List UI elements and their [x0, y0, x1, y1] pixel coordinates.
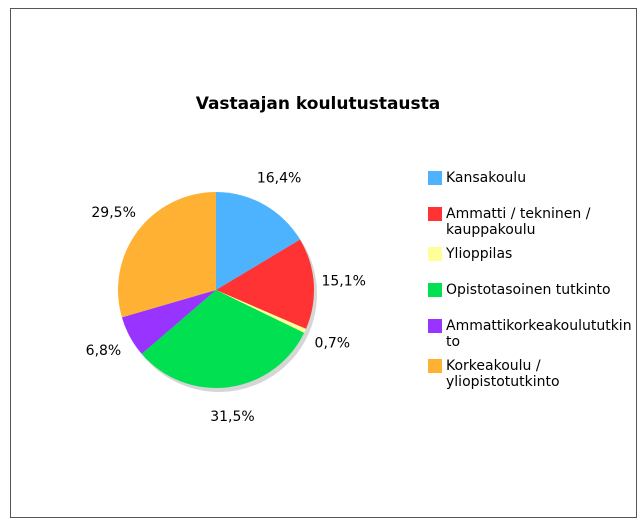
pie-slice [216, 290, 306, 333]
data-label: 29,5% [91, 205, 135, 221]
legend: Kansakoulu Ammatti / tekninen / kauppakou… [428, 170, 638, 398]
legend-swatch [428, 319, 442, 333]
legend-label: Opistotasoinen tutkinto [446, 282, 611, 298]
legend-item: Ammatti / tekninen / kauppakoulu [428, 206, 638, 238]
pie-slice [216, 239, 314, 329]
legend-swatch [428, 207, 442, 221]
legend-label: Ammattikorkeakoulututkinto [446, 318, 632, 350]
legend-label: Kansakoulu [446, 170, 527, 186]
legend-label: Ylioppilas [446, 246, 513, 262]
legend-swatch [428, 359, 442, 373]
legend-swatch [428, 171, 442, 185]
data-label: 16,4% [257, 171, 301, 187]
data-label: 0,7% [315, 335, 351, 351]
pie-slice [141, 290, 305, 388]
legend-label: Korkeakoulu / yliopistotutkinto [446, 358, 560, 390]
data-label: 6,8% [86, 343, 122, 359]
legend-swatch [428, 283, 442, 297]
legend-item: Opistotasoinen tutkinto [428, 282, 638, 310]
pie-slice [118, 192, 216, 318]
data-label: 15,1% [321, 274, 365, 290]
pie-slice [121, 290, 216, 354]
legend-item: Ammattikorkeakoulututkinto [428, 318, 638, 350]
chart-title: Vastaajan koulutustausta [196, 94, 441, 114]
legend-swatch [428, 247, 442, 261]
legend-item: Ylioppilas [428, 246, 638, 274]
legend-item: Kansakoulu [428, 170, 638, 198]
data-label: 31,5% [210, 409, 254, 425]
legend-item: Korkeakoulu / yliopistotutkinto [428, 358, 638, 390]
pie-slice [216, 192, 301, 290]
legend-label: Ammatti / tekninen / kauppakoulu [446, 206, 591, 238]
